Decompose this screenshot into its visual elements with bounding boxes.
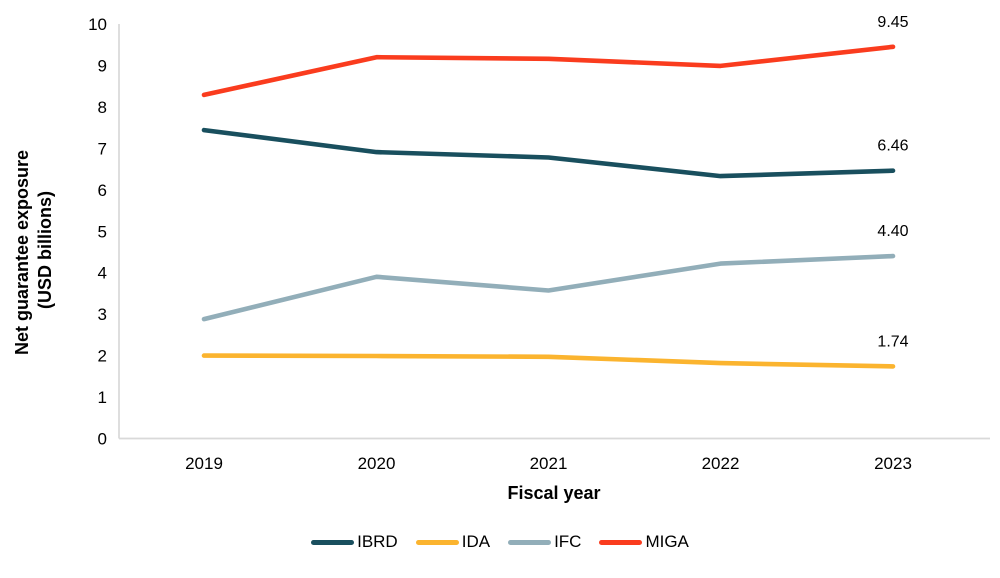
- legend-label: IBRD: [357, 532, 398, 551]
- legend-item-ifc: IFC: [508, 532, 581, 552]
- axes: [118, 24, 990, 440]
- data-label-miga: 9.45: [877, 14, 908, 31]
- legend-swatch-miga: [599, 539, 643, 545]
- data-label-ida: 1.74: [877, 333, 908, 350]
- legend-swatch-ifc: [508, 539, 552, 545]
- series-line-miga: [201, 44, 896, 98]
- legend-item-miga: MIGA: [599, 532, 689, 552]
- legend-swatch-ida: [415, 539, 459, 545]
- x-tick-label: 2021: [530, 454, 568, 473]
- y-tick-label: 8: [98, 98, 107, 117]
- y-tick-label: 3: [98, 305, 107, 324]
- series-end-labels: 6.46 1.74 4.40 9.45: [877, 14, 908, 351]
- legend-item-ibrd: IBRD: [311, 532, 398, 552]
- x-tick-label: 2019: [185, 454, 223, 473]
- series-line-ifc: [201, 253, 896, 322]
- y-tick-label: 5: [98, 222, 107, 241]
- y-axis-title-line1: Net guarantee exposure: [12, 150, 32, 355]
- series-line-ida: [201, 353, 896, 369]
- x-tick-label: 2023: [874, 454, 912, 473]
- legend-label: IFC: [554, 532, 582, 551]
- y-axis-tick-labels: 0 1 2 3 4 5 6 7 8 9 10: [88, 15, 107, 449]
- legend-item-ida: IDA: [415, 532, 491, 552]
- legend: IBRD IDA IFC MIGA: [0, 532, 1000, 552]
- y-tick-label: 2: [98, 347, 107, 366]
- y-tick-label: 10: [88, 15, 107, 34]
- y-tick-label: 9: [98, 56, 107, 75]
- x-axis-tick-labels: 2019 2020 2021 2022 2023: [185, 454, 912, 473]
- y-tick-label: 7: [98, 139, 107, 158]
- y-tick-label: 1: [98, 388, 107, 407]
- y-axis-title: Net guarantee exposure (USD billions): [12, 145, 55, 355]
- legend-swatch-ibrd: [311, 539, 355, 545]
- legend-label: MIGA: [645, 532, 689, 551]
- y-tick-label: 0: [98, 430, 107, 449]
- series-lines: [201, 44, 896, 369]
- series-line-ibrd: [201, 127, 896, 179]
- y-axis-title-line2: (USD billions): [35, 191, 55, 309]
- x-axis-title: Fiscal year: [507, 483, 600, 503]
- x-tick-label: 2022: [702, 454, 740, 473]
- legend-label: IDA: [461, 532, 491, 551]
- data-label-ibrd: 6.46: [877, 138, 908, 155]
- x-tick-label: 2020: [358, 454, 396, 473]
- y-tick-label: 6: [98, 181, 107, 200]
- data-label-ifc: 4.40: [877, 223, 908, 240]
- y-tick-label: 4: [98, 264, 107, 283]
